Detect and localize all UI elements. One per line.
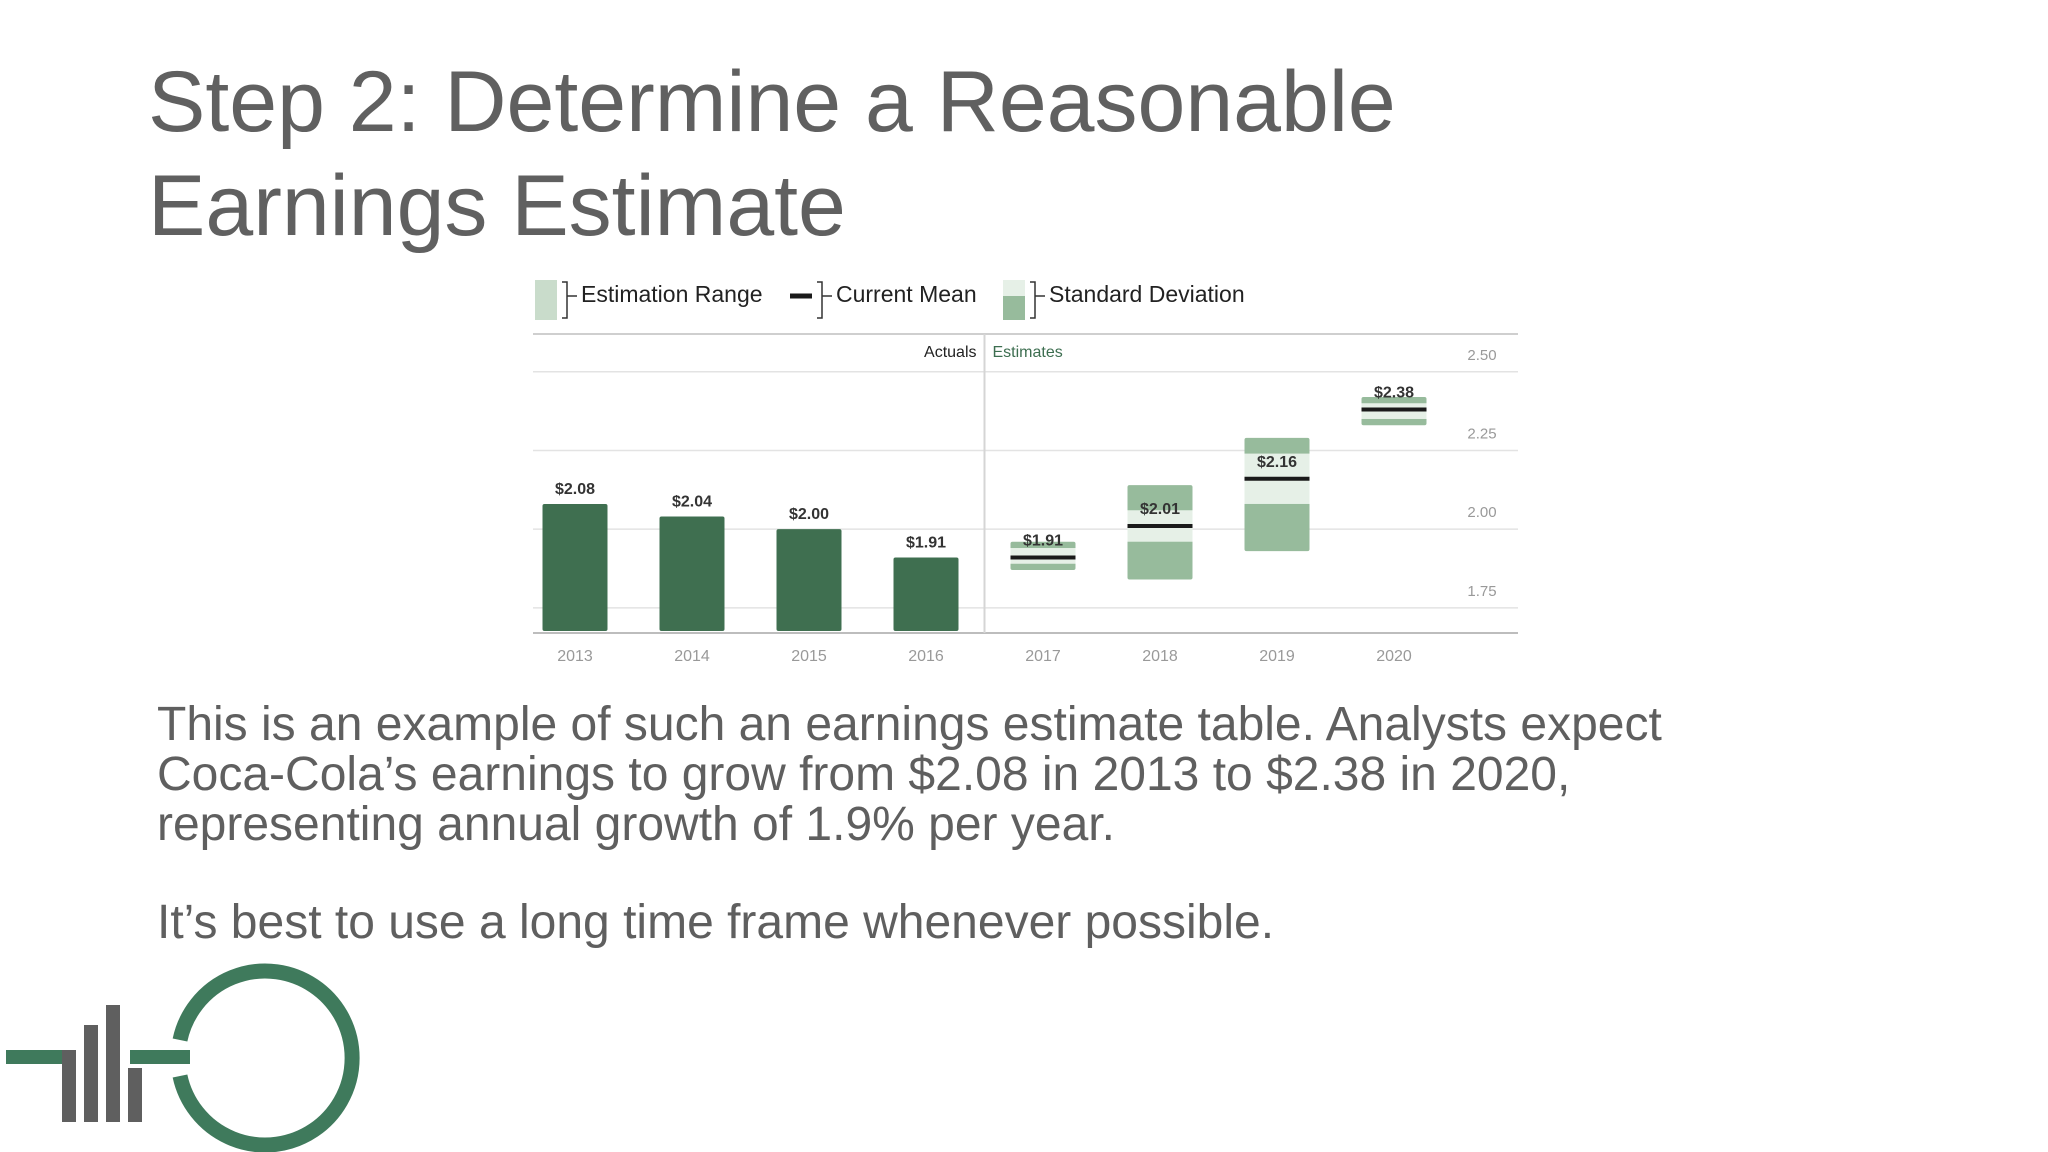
logo-bar — [6, 1050, 66, 1064]
legend-bracket — [1030, 281, 1045, 319]
y-tick-label: 2.25 — [1467, 425, 1496, 442]
legend-bracket — [562, 281, 577, 319]
body-text: It’s best to use a long time frame whene… — [157, 896, 1274, 949]
x-tick-label: 2015 — [791, 648, 827, 665]
legend-swatch — [1003, 296, 1025, 320]
value-label: $2.01 — [1140, 501, 1180, 518]
title: Step 2: Determine a Reasonable — [148, 54, 1396, 150]
x-tick-label: 2020 — [1376, 648, 1412, 665]
legend-swatch — [1003, 280, 1025, 296]
actual-bar — [776, 529, 842, 631]
logo-bar — [84, 1025, 98, 1122]
value-label: $2.04 — [672, 494, 712, 511]
value-label: $1.91 — [906, 534, 946, 551]
value-label: $1.91 — [1023, 532, 1063, 549]
legend-bracket — [817, 281, 832, 319]
actual-bar — [542, 503, 608, 631]
value-label: $2.08 — [555, 481, 595, 498]
x-tick-label: 2019 — [1259, 648, 1295, 665]
y-tick-label: 2.00 — [1467, 504, 1496, 521]
x-tick-label: 2013 — [557, 648, 593, 665]
body-text: This is an example of such an earnings e… — [157, 698, 1662, 751]
logo — [6, 963, 360, 1152]
logo-bar — [62, 1050, 76, 1122]
legend-label: Current Mean — [836, 281, 977, 307]
y-tick-label: 1.75 — [1467, 583, 1496, 600]
x-tick-label: 2018 — [1142, 648, 1178, 665]
logo-ring — [172, 963, 360, 1152]
x-tick-label: 2014 — [674, 648, 710, 665]
value-label: $2.00 — [789, 506, 829, 523]
legend-label: Estimation Range — [581, 281, 763, 307]
title: Earnings Estimate — [148, 158, 846, 254]
body-text: Coca-Cola’s earnings to grow from $2.08 … — [157, 748, 1570, 801]
logo-bar — [128, 1068, 142, 1122]
y-tick-label: 2.50 — [1467, 347, 1496, 364]
section-label: Estimates — [993, 344, 1063, 361]
section-label: Actuals — [924, 344, 976, 361]
actual-bar — [893, 557, 959, 631]
x-tick-label: 2016 — [908, 648, 944, 665]
value-label: $2.38 — [1374, 385, 1414, 402]
legend-label: Standard Deviation — [1049, 281, 1245, 307]
value-label: $2.16 — [1257, 454, 1297, 471]
logo-bar — [130, 1050, 190, 1064]
body-text: representing annual growth of 1.9% per y… — [157, 798, 1115, 851]
actual-bar — [659, 516, 725, 631]
x-tick-label: 2017 — [1025, 648, 1061, 665]
logo-bar — [106, 1005, 120, 1122]
legend-swatch — [535, 280, 557, 320]
